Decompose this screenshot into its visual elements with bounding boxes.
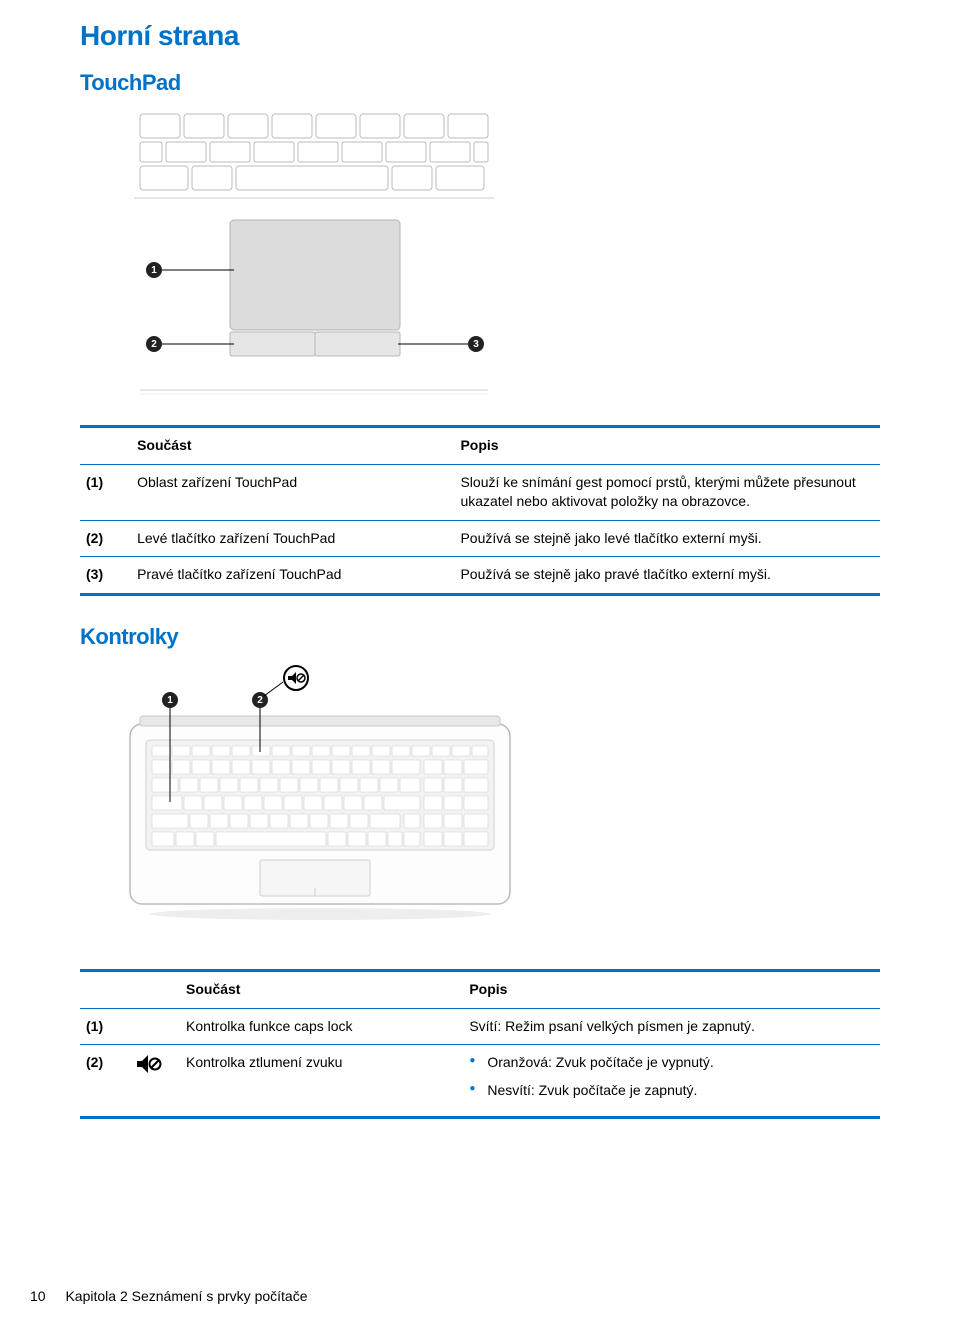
svg-text:1: 1 [167,695,173,706]
row-name: Levé tlačítko zařízení TouchPad [131,520,454,557]
row-desc: Svítí: Režim psaní velkých písmen je zap… [463,1008,880,1045]
col-head-component: Součást [131,427,454,465]
row-name: Kontrolka ztlumení zvuku [180,1045,463,1118]
row-name: Kontrolka funkce caps lock [180,1008,463,1045]
page-footer: 10 Kapitola 2 Seznámení s prvky počítače [30,1288,308,1304]
row-desc: Používá se stejně jako pravé tlačítko ex… [454,557,880,595]
touchpad-table: Součást Popis (1) Oblast zařízení TouchP… [80,425,880,596]
touchpad-figure: 1 2 3 [100,110,880,415]
col-head-desc: Popis [454,427,880,465]
row-idx: (2) [80,520,131,557]
svg-text:3: 3 [473,339,479,350]
row-name: Oblast zařízení TouchPad [131,464,454,520]
kontrolky-table: Součást Popis (1) Kontrolka funkce caps … [80,969,880,1119]
bullet-item: Oranžová: Zvuk počítače je vypnutý. [469,1053,874,1073]
row-idx: (3) [80,557,131,595]
bullet-item: Nesvítí: Zvuk počítače je zapnutý. [469,1081,874,1101]
chapter-label: Kapitola 2 Seznámení s prvky počítače [65,1288,307,1304]
row-desc: Používá se stejně jako levé tlačítko ext… [454,520,880,557]
col-head-component: Součást [180,970,463,1008]
row-idx: (2) [80,1045,130,1118]
row-idx: (1) [80,464,131,520]
svg-text:2: 2 [257,695,263,706]
page-number: 10 [30,1288,46,1304]
row-desc: Oranžová: Zvuk počítače je vypnutý. Nesv… [463,1045,880,1118]
row-name: Pravé tlačítko zařízení TouchPad [131,557,454,595]
section-kontrolky-title: Kontrolky [80,624,880,650]
kontrolky-figure: 1 2 [100,664,880,959]
row-desc: Slouží ke snímání gest pomocí prstů, kte… [454,464,880,520]
mute-icon [130,1045,180,1118]
section-touchpad-title: TouchPad [80,70,880,96]
svg-text:1: 1 [151,265,157,276]
bullet-list: Oranžová: Zvuk počítače je vypnutý. Nesv… [469,1053,874,1100]
page-title: Horní strana [80,20,880,52]
table-head-row: Součást Popis [80,427,880,465]
svg-text:2: 2 [151,339,157,350]
row-idx: (1) [80,1008,130,1045]
col-head-desc: Popis [463,970,880,1008]
